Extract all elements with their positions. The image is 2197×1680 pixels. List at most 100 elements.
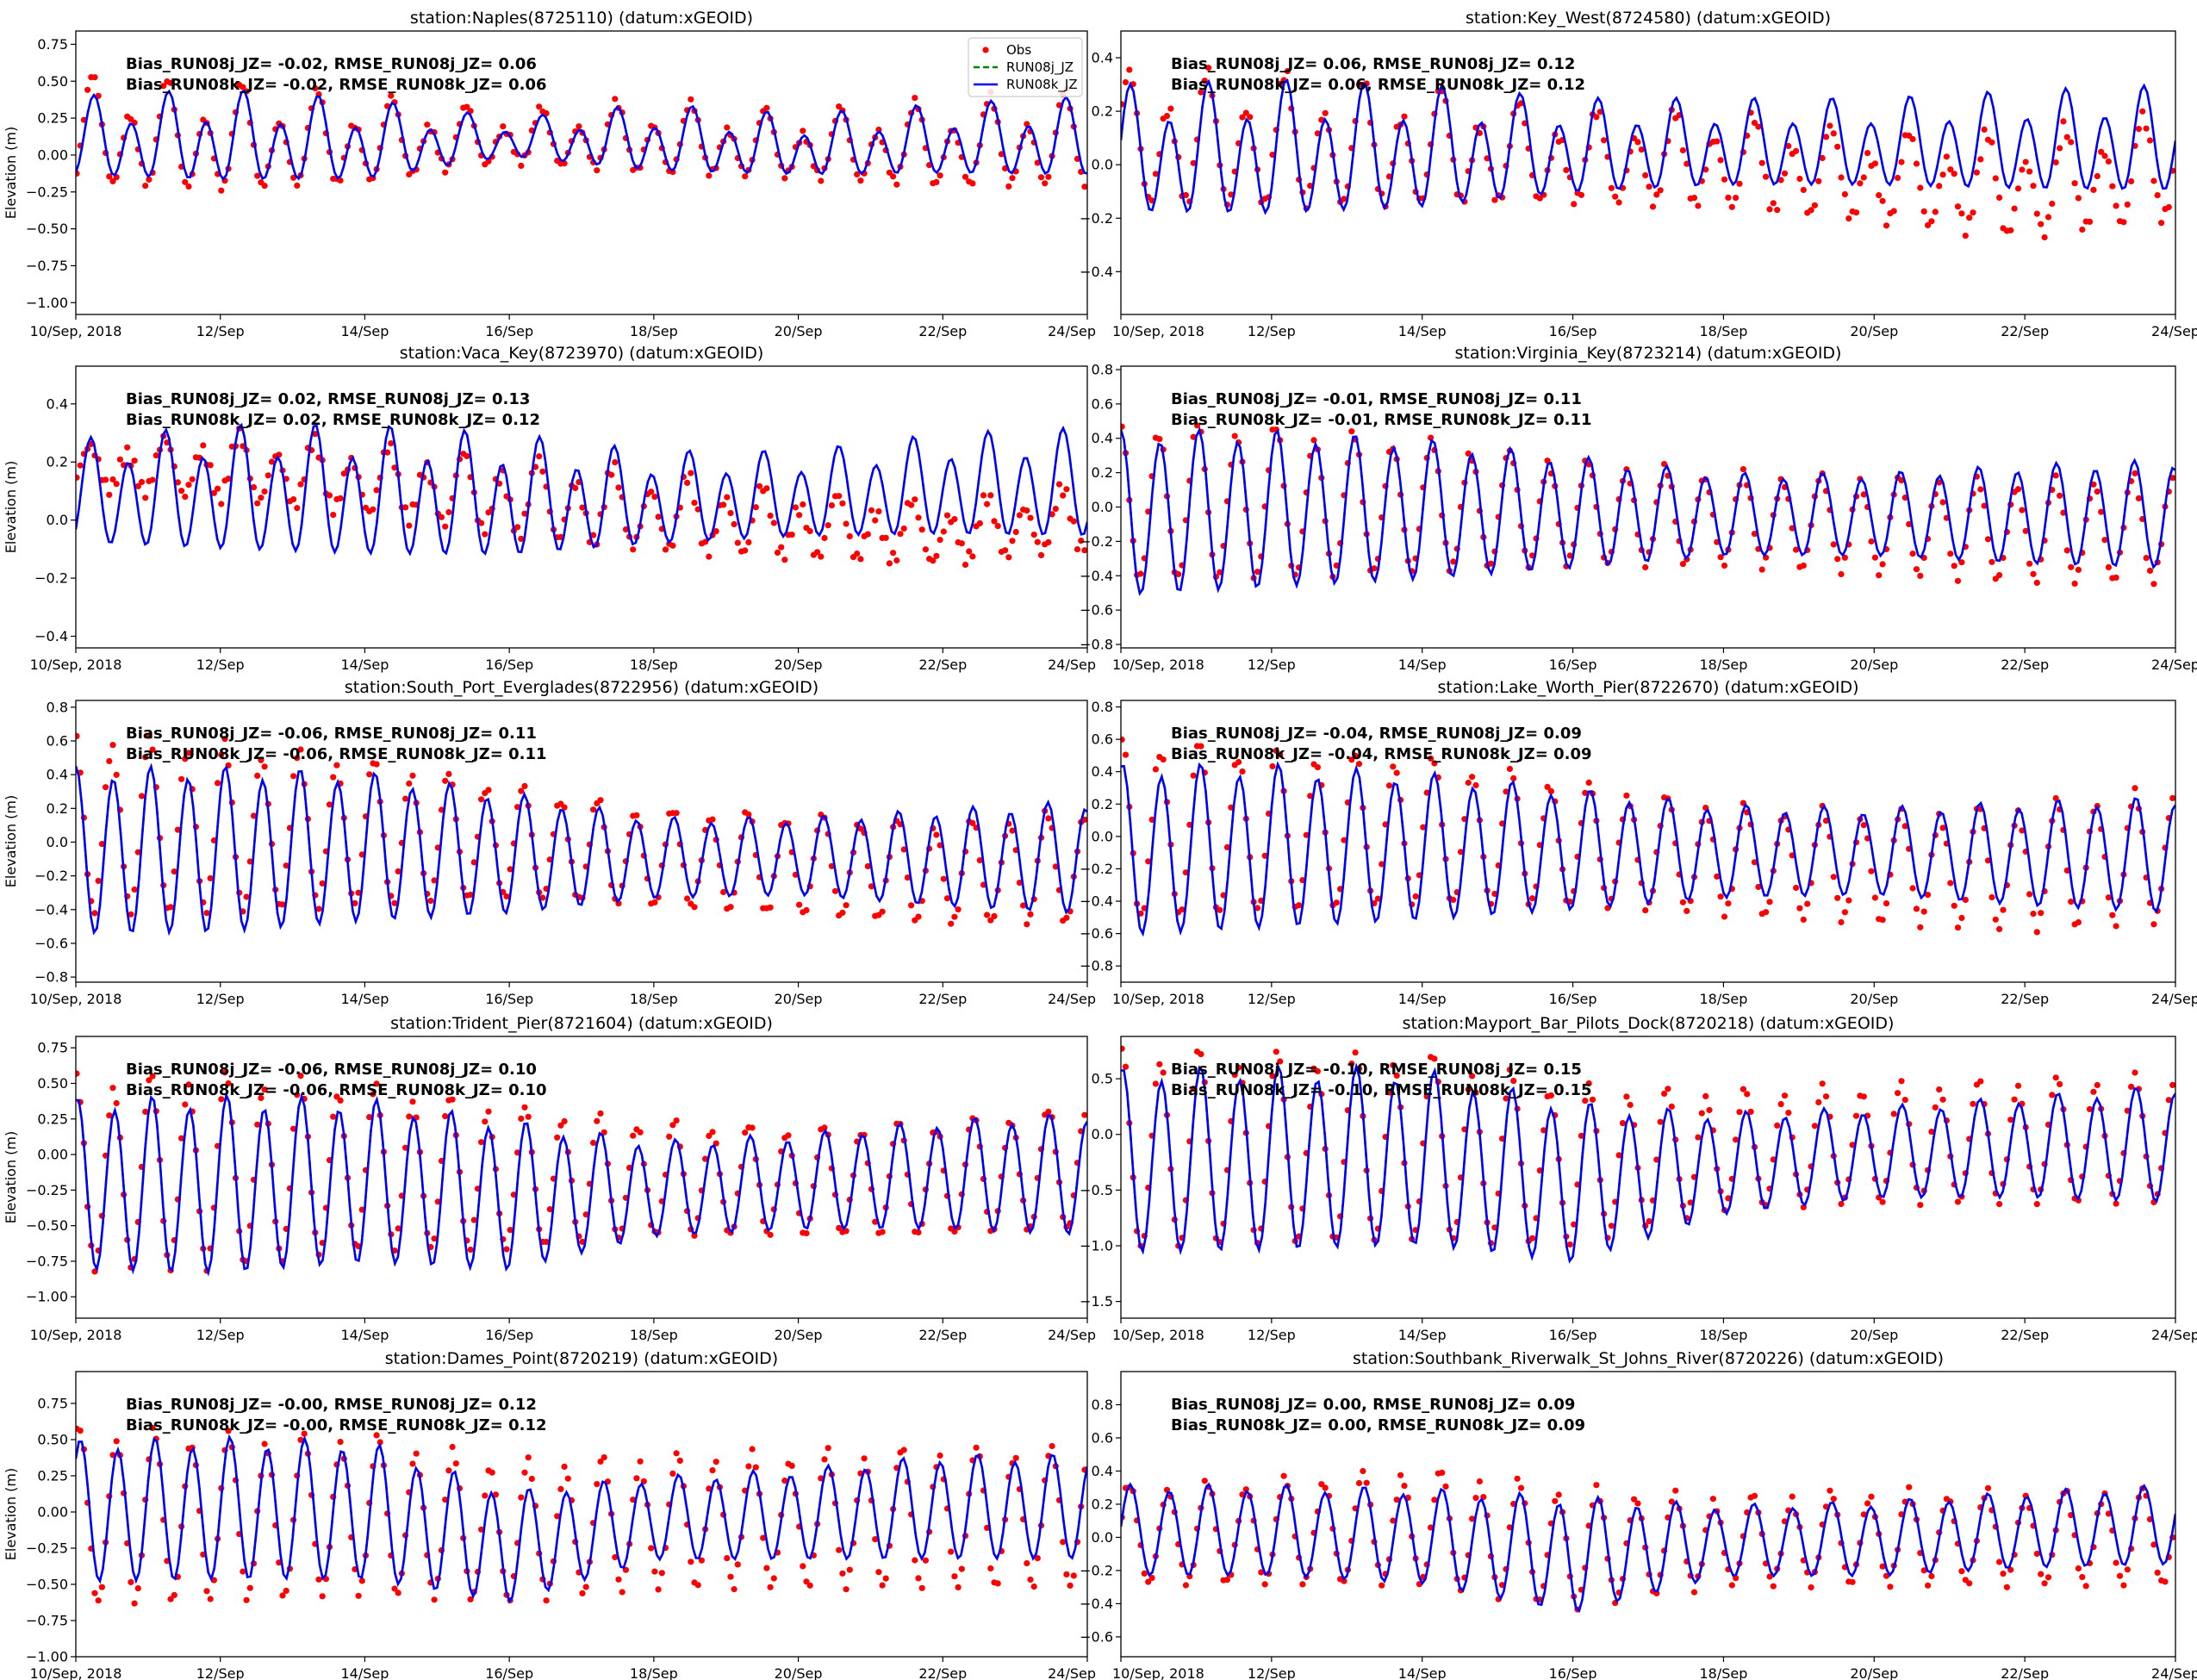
obs-point xyxy=(1717,157,1724,164)
obs-point xyxy=(525,1454,532,1461)
series-run08j-line xyxy=(1121,78,2175,215)
obs-point xyxy=(254,772,261,780)
obs-point xyxy=(518,1115,525,1122)
obs-point xyxy=(1016,512,1023,519)
obs-point xyxy=(763,1565,770,1571)
obs-point xyxy=(1706,1106,1713,1114)
obs-point xyxy=(579,1590,586,1596)
obs-point xyxy=(482,531,489,538)
y-tick-label: −0.4 xyxy=(1080,568,1113,584)
obs-point xyxy=(760,1534,767,1541)
obs-point xyxy=(1751,531,1758,538)
y-tick-label: −0.6 xyxy=(1080,1628,1113,1645)
obs-point xyxy=(178,488,185,495)
obs-point xyxy=(2049,200,2056,208)
obs-point xyxy=(1947,880,1954,887)
obs-point xyxy=(1774,207,1781,214)
obs-point xyxy=(2038,1571,2045,1577)
y-tick-label: 0.4 xyxy=(1092,50,1113,66)
obs-point xyxy=(128,911,134,918)
obs-point xyxy=(1906,1484,1913,1490)
x-tick-label: 12/Sep xyxy=(1248,1665,1296,1680)
obs-point xyxy=(76,474,80,481)
obs-point xyxy=(1547,787,1554,795)
obs-point xyxy=(1901,1097,1908,1104)
obs-point xyxy=(1239,114,1246,121)
obs-point xyxy=(485,1108,492,1115)
obs-point xyxy=(669,542,676,549)
y-tick-label: 0.75 xyxy=(37,1395,68,1411)
obs-point xyxy=(1269,762,1276,770)
obs-point xyxy=(330,512,337,519)
obs-point xyxy=(1163,113,1171,120)
obs-point xyxy=(2101,537,2108,544)
obs-point xyxy=(1879,197,1886,204)
obs-point xyxy=(706,1485,713,1492)
series-run08j-line xyxy=(76,762,1087,936)
obs-point xyxy=(1939,171,1946,178)
obs-point xyxy=(268,458,276,465)
obs-point xyxy=(1555,1491,1562,1498)
obs-point xyxy=(1785,1110,1792,1117)
obs-point xyxy=(1992,916,1999,923)
obs-point xyxy=(1593,114,1600,121)
y-tick-label: −0.8 xyxy=(34,969,68,986)
obs-point xyxy=(1615,199,1622,206)
obs-point xyxy=(1815,1098,1822,1105)
obs-point xyxy=(1122,1063,1130,1070)
y-tick-label: 0.8 xyxy=(47,699,68,715)
obs-point xyxy=(492,1491,500,1498)
obs-point xyxy=(1049,511,1055,518)
x-tick-label: 20/Sep xyxy=(775,323,823,339)
x-tick-label: 10/Sep, 2018 xyxy=(1112,1327,1204,1343)
obs-point xyxy=(1928,218,1935,225)
obs-point xyxy=(2086,218,2094,225)
obs-point xyxy=(1728,203,1735,210)
obs-point xyxy=(1269,1073,1276,1080)
obs-point xyxy=(655,1586,662,1593)
obs-point xyxy=(1547,1092,1554,1099)
obs-point xyxy=(742,1129,749,1136)
x-tick-label: 20/Sep xyxy=(1850,1665,1898,1680)
y-tick-label: 0.0 xyxy=(47,834,68,850)
obs-point xyxy=(900,525,907,532)
obs-point xyxy=(1307,183,1314,190)
obs-point xyxy=(261,1086,268,1093)
obs-point xyxy=(1442,1483,1449,1490)
x-tick-label: 20/Sep xyxy=(775,991,823,1007)
obs-point xyxy=(1517,1484,1525,1491)
y-axis-label: Elevation (m) xyxy=(3,127,19,219)
obs-point xyxy=(951,1573,958,1580)
obs-point xyxy=(1879,561,1886,568)
obs-point xyxy=(142,183,149,190)
obs-point xyxy=(1034,538,1041,545)
obs-point xyxy=(875,508,882,515)
x-tick-label: 18/Sep xyxy=(630,1327,678,1343)
y-tick-label: −0.50 xyxy=(26,1576,68,1592)
obs-point xyxy=(1932,208,1939,215)
obs-point xyxy=(185,183,192,190)
obs-point xyxy=(2011,1096,2018,1103)
obs-point xyxy=(1811,1123,1818,1129)
obs-point xyxy=(442,523,449,530)
x-tick-label: 22/Sep xyxy=(918,1665,967,1680)
x-tick-label: 16/Sep xyxy=(1549,1327,1597,1343)
obs-point xyxy=(185,750,192,756)
obs-point xyxy=(564,1475,571,1482)
obs-point xyxy=(543,1238,550,1246)
obs-point xyxy=(77,1428,84,1434)
subplot-title: station:Key_West(8724580) (datum:xGEOID) xyxy=(1466,9,1831,28)
obs-point xyxy=(174,826,181,833)
obs-point xyxy=(2033,210,2040,217)
y-tick-label: 0.8 xyxy=(1092,361,1113,377)
obs-point xyxy=(1962,896,1969,903)
obs-point xyxy=(1714,873,1721,880)
x-tick-label: 22/Sep xyxy=(918,1327,967,1343)
obs-point xyxy=(1668,1103,1675,1110)
obs-point xyxy=(987,492,994,499)
obs-point xyxy=(358,1577,365,1584)
obs-point xyxy=(1070,1572,1077,1579)
y-tick-label: 0.2 xyxy=(47,454,68,470)
obs-point xyxy=(702,538,709,545)
obs-point xyxy=(2038,221,2045,227)
